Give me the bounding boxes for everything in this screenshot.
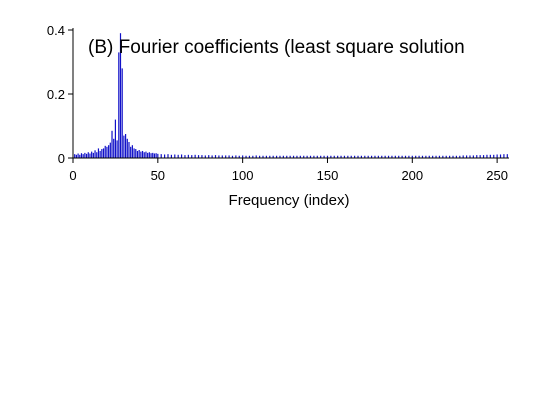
y-axis-ticks: 0 0.2 0.4 xyxy=(47,23,73,166)
x-tick-label: 0 xyxy=(69,168,76,183)
y-tick-label: 0 xyxy=(58,151,65,166)
y-tick-label: 0.2 xyxy=(47,87,65,102)
x-tick-label: 100 xyxy=(232,168,254,183)
x-tick-label: 50 xyxy=(151,168,165,183)
y-tick-label: 0.4 xyxy=(47,23,65,38)
x-tick-label: 200 xyxy=(401,168,423,183)
x-tick-label: 250 xyxy=(486,168,508,183)
x-axis-ticks: 0 50 100 150 200 250 xyxy=(69,158,508,183)
x-axis-title: Frequency (index) xyxy=(229,192,350,209)
chart-title: (B) Fourier coefficients (least square s… xyxy=(88,37,465,58)
x-tick-label: 150 xyxy=(317,168,339,183)
